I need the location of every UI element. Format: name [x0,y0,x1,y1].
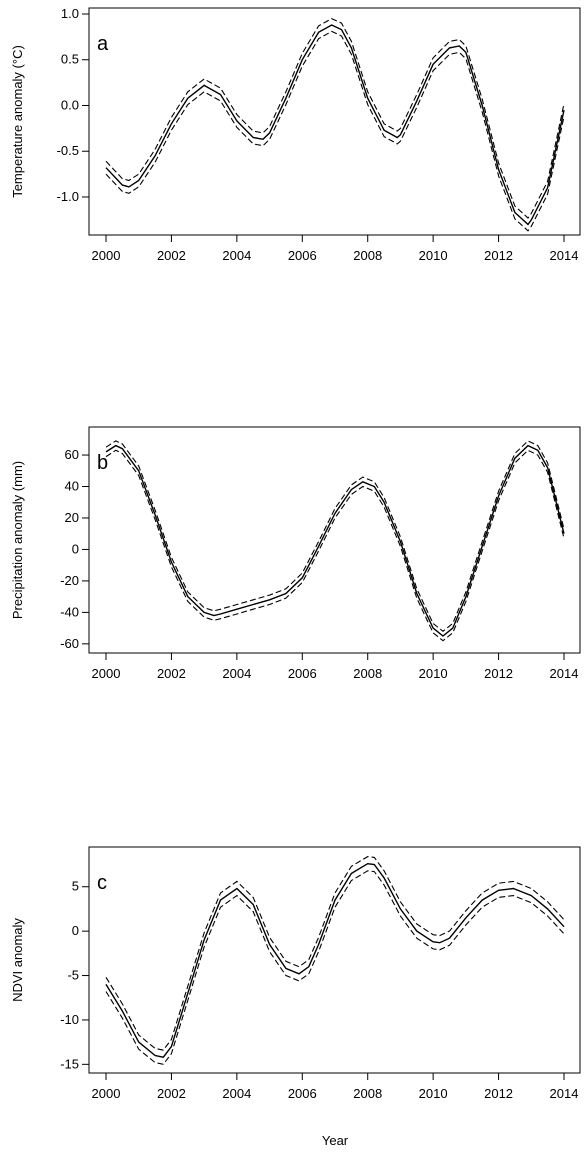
x-tick-label: 2006 [288,666,317,681]
series-line [105,24,565,226]
y-tick-label: 1.0 [61,6,79,21]
y-tick-label: -60 [60,636,79,651]
y-tick-label: 60 [65,447,79,462]
x-tick-label: 2012 [484,1086,513,1101]
panel-b: 60 40 20 0 -20 -40 -60 2000 2002 2004 2006 2008 2010… [10,426,581,681]
x-tick-label: 2004 [222,248,251,263]
x-tick-label: 2008 [353,248,382,263]
x-tick-label: 2004 [222,666,251,681]
y-tick-label: 40 [65,479,79,494]
x-tick-label: 2010 [419,666,448,681]
y-tick-label: -15 [60,1056,79,1071]
x-tick-label: 2014 [550,666,579,681]
y-tick-label: 0.0 [61,97,79,112]
x-axis-title: Year [322,1133,349,1148]
panel-letter: b [97,452,108,474]
y-tick-label: -0.5 [57,143,79,158]
y-tick-label: -40 [60,604,79,619]
y-tick-label: -10 [60,1012,79,1027]
x-tick-label: 2008 [353,1086,382,1101]
y-tick-label: 0.5 [61,52,79,67]
panel-letter: a [97,33,109,55]
lower-bound-line [105,870,565,1065]
x-tick-label: 2006 [288,248,317,263]
x-tick-label: 2014 [550,248,579,263]
x-tick-label: 2002 [157,1086,186,1101]
y-tick-label: -5 [67,968,79,983]
x-tick-label: 2014 [550,1086,579,1101]
x-tick-label: 2002 [157,248,186,263]
y-tick-label: 0 [72,541,79,556]
plot-frame [88,846,581,1074]
x-tick-label: 2012 [484,248,513,263]
x-tick-label: 2000 [92,1086,121,1101]
lower-bound-line [105,30,565,232]
x-tick-label: 2004 [222,1086,251,1101]
upper-bound-line [105,440,565,633]
upper-bound-line [105,17,565,219]
x-tick-label: 2010 [419,1086,448,1101]
y-axis-title: NDVI anomaly [10,918,25,1002]
x-tick-label: 2010 [419,248,448,263]
x-tick-label: 2008 [353,666,382,681]
panel-letter: c [97,872,107,894]
upper-bound-line [105,856,565,1051]
y-axis-title: Temperature anomaly (°C) [10,45,25,198]
x-tick-label: 2000 [92,248,121,263]
x-tick-label: 2002 [157,666,186,681]
series-line [105,444,565,637]
y-axis-title: Precipitation anomaly (mm) [10,461,25,619]
x-tick-label: 2000 [92,666,121,681]
x-tick-label: 2006 [288,1086,317,1101]
y-tick-label: -1.0 [57,189,79,204]
y-tick-label: 0 [72,923,79,938]
lower-bound-line [105,449,565,642]
y-tick-label: 20 [65,510,79,525]
plot-frame [88,426,581,654]
panel-c: 5 0 -5 -10 -15 2000 2002 2004 2006 2008 2010 2012 20… [10,846,581,1101]
series-line [105,862,565,1058]
plot-frame [88,7,581,236]
y-tick-label: 5 [72,879,79,894]
panel-a: 1.0 0.5 0.0 -0.5 -1.0 2000 2002 2004 2006 2008 201… [10,6,581,263]
x-tick-label: 2012 [484,666,513,681]
y-tick-label: -20 [60,573,79,588]
